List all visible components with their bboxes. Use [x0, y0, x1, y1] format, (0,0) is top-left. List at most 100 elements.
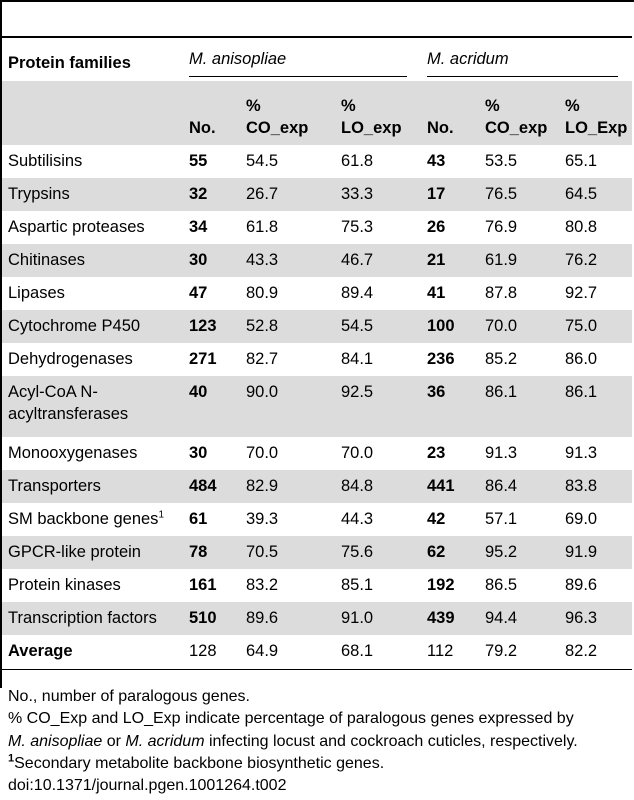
cell-b-no: 112 — [427, 642, 454, 660]
cell-a-no: 78 — [183, 536, 240, 569]
cell-b-lo: 89.6 — [565, 576, 598, 594]
row-label: Lipases — [8, 284, 65, 302]
cell-b-lo: 96.3 — [559, 602, 633, 635]
cell-a-no: 34 — [189, 218, 208, 236]
group-header-anisopliae: M. anisopliae — [183, 45, 421, 81]
cell-a-co: 61.8 — [246, 218, 279, 236]
table-row: SM backbone genes1 61 39.3 44.3 42 57.1 … — [2, 503, 632, 536]
cell-b-no: 192 — [427, 576, 455, 594]
column-header-b-no: No. — [421, 81, 479, 145]
row-label: Cytochrome P450 — [2, 310, 183, 343]
cell-b-no: 17 — [421, 178, 479, 211]
cell-b-lo: 80.8 — [565, 218, 598, 236]
note-footnote-1: 1Secondary metabolite backbone biosynthe… — [8, 752, 385, 772]
cell-b-co: 86.4 — [479, 470, 559, 503]
cell-a-no: 123 — [183, 310, 240, 343]
cell-b-lo: 82.2 — [565, 642, 598, 660]
table-row: Transporters 484 82.9 84.8 441 86.4 83.8 — [2, 470, 633, 503]
cell-b-lo: 65.1 — [565, 152, 598, 170]
cell-b-co: 79.2 — [485, 642, 518, 660]
cell-a-lo: 33.3 — [335, 178, 421, 211]
cell-b-no: 439 — [421, 602, 479, 635]
cell-a-no: 510 — [183, 602, 240, 635]
cell-a-lo: 68.1 — [341, 642, 374, 660]
row-label: Aspartic proteases — [8, 218, 145, 236]
cell-a-lo: 44.3 — [341, 510, 374, 528]
cell-b-no: 23 — [427, 444, 446, 462]
row-label: Subtilisins — [8, 152, 83, 170]
cell-a-lo: 75.6 — [335, 536, 421, 569]
footnote-marker: 1 — [158, 509, 164, 521]
top-rule — [0, 36, 632, 38]
cell-b-no: 41 — [427, 284, 446, 302]
cell-b-co: 86.1 — [479, 376, 559, 437]
cell-a-lo: 91.0 — [335, 602, 421, 635]
cell-b-co: 76.9 — [485, 218, 518, 236]
cell-b-no: 21 — [421, 244, 479, 277]
cell-a-lo: 54.5 — [335, 310, 421, 343]
note-percentage-cont: M. anisopliae or M. acridum infecting lo… — [8, 732, 578, 750]
cell-a-co: 54.5 — [246, 152, 279, 170]
cell-b-no: 26 — [427, 218, 446, 236]
cell-b-no: 36 — [421, 376, 479, 437]
protein-family-table: Protein families M. anisopliae M. acridu… — [2, 45, 633, 668]
row-label: GPCR-like protein — [2, 536, 183, 569]
cell-a-lo: 85.1 — [341, 576, 374, 594]
table-row: Protein kinases 161 83.2 85.1 192 86.5 8… — [2, 569, 632, 602]
table-frame — [0, 0, 634, 688]
row-label: Protein kinases — [8, 576, 121, 594]
note-abbreviation: No., number of paralogous genes. — [8, 688, 250, 705]
cell-a-no: 55 — [189, 152, 208, 170]
cell-b-co: 95.2 — [479, 536, 559, 569]
column-header-blank — [2, 81, 183, 145]
column-header-a-lo: % LO_exp — [335, 81, 421, 145]
table-row: GPCR-like protein 78 70.5 75.6 62 95.2 9… — [2, 536, 633, 569]
row-label: Dehydrogenases — [8, 350, 133, 368]
cell-a-lo: 84.8 — [335, 470, 421, 503]
row-label: Average — [8, 642, 73, 660]
column-header-b-lo: % LO_Exp — [559, 81, 633, 145]
cell-a-no: 484 — [183, 470, 240, 503]
row-label: Trypsins — [2, 178, 183, 211]
cell-a-lo: 46.7 — [335, 244, 421, 277]
cell-a-no: 161 — [189, 576, 217, 594]
cell-a-no: 61 — [189, 510, 208, 528]
cell-a-lo: 75.3 — [341, 218, 374, 236]
cell-b-co: 53.5 — [485, 152, 518, 170]
cell-b-lo: 83.8 — [559, 470, 633, 503]
cell-b-co: 76.5 — [479, 178, 559, 211]
row-label: Monooxygenases — [8, 444, 138, 462]
cell-a-co: 90.0 — [240, 376, 335, 437]
cell-a-no: 30 — [189, 444, 208, 462]
table-row: Lipases 47 80.9 89.4 41 87.8 92.7 — [2, 277, 632, 310]
table-row: Chitinases 30 43.3 46.7 21 61.9 76.2 — [2, 244, 633, 277]
cell-b-lo: 91.9 — [559, 536, 633, 569]
doi-link[interactable]: doi:10.1371/journal.pgen.1001264.t002 — [8, 777, 287, 795]
column-header-row: No. % CO_exp % LO_exp No. % CO_exp % LO_Exp — [2, 81, 633, 145]
cell-b-lo: 76.2 — [559, 244, 633, 277]
cell-b-co: 61.9 — [479, 244, 559, 277]
cell-a-co: 70.5 — [240, 536, 335, 569]
cell-a-co: 70.0 — [246, 444, 279, 462]
cell-a-no: 128 — [189, 642, 217, 660]
cell-b-lo: 92.7 — [565, 284, 598, 302]
table-row: Acyl-CoA N-acyltransferases 40 90.0 92.5… — [2, 376, 633, 437]
row-label: SM backbone genes1 — [8, 509, 164, 528]
table-row: Transcription factors 510 89.6 91.0 439 … — [2, 602, 633, 635]
cell-b-lo: 64.5 — [559, 178, 633, 211]
column-header-a-no: No. — [183, 81, 240, 145]
table-row: Trypsins 32 26.7 33.3 17 76.5 64.5 — [2, 178, 633, 211]
cell-b-no: 100 — [421, 310, 479, 343]
column-header-a-co: % CO_exp — [240, 81, 335, 145]
cell-a-lo: 70.0 — [341, 444, 374, 462]
table-row: Aspartic proteases 34 61.8 75.3 26 76.9 … — [2, 211, 632, 244]
table-row: Monooxygenases 30 70.0 70.0 23 91.3 91.3 — [2, 437, 632, 470]
cell-b-no: 42 — [427, 510, 446, 528]
row-label: Transporters — [2, 470, 183, 503]
cell-b-co: 70.0 — [479, 310, 559, 343]
cell-a-no: 271 — [189, 350, 217, 368]
cell-b-co: 85.2 — [485, 350, 518, 368]
cell-a-co: 80.9 — [246, 284, 279, 302]
table-row: Dehydrogenases 271 82.7 84.1 236 85.2 86… — [2, 343, 632, 376]
table-row: Cytochrome P450 123 52.8 54.5 100 70.0 7… — [2, 310, 633, 343]
